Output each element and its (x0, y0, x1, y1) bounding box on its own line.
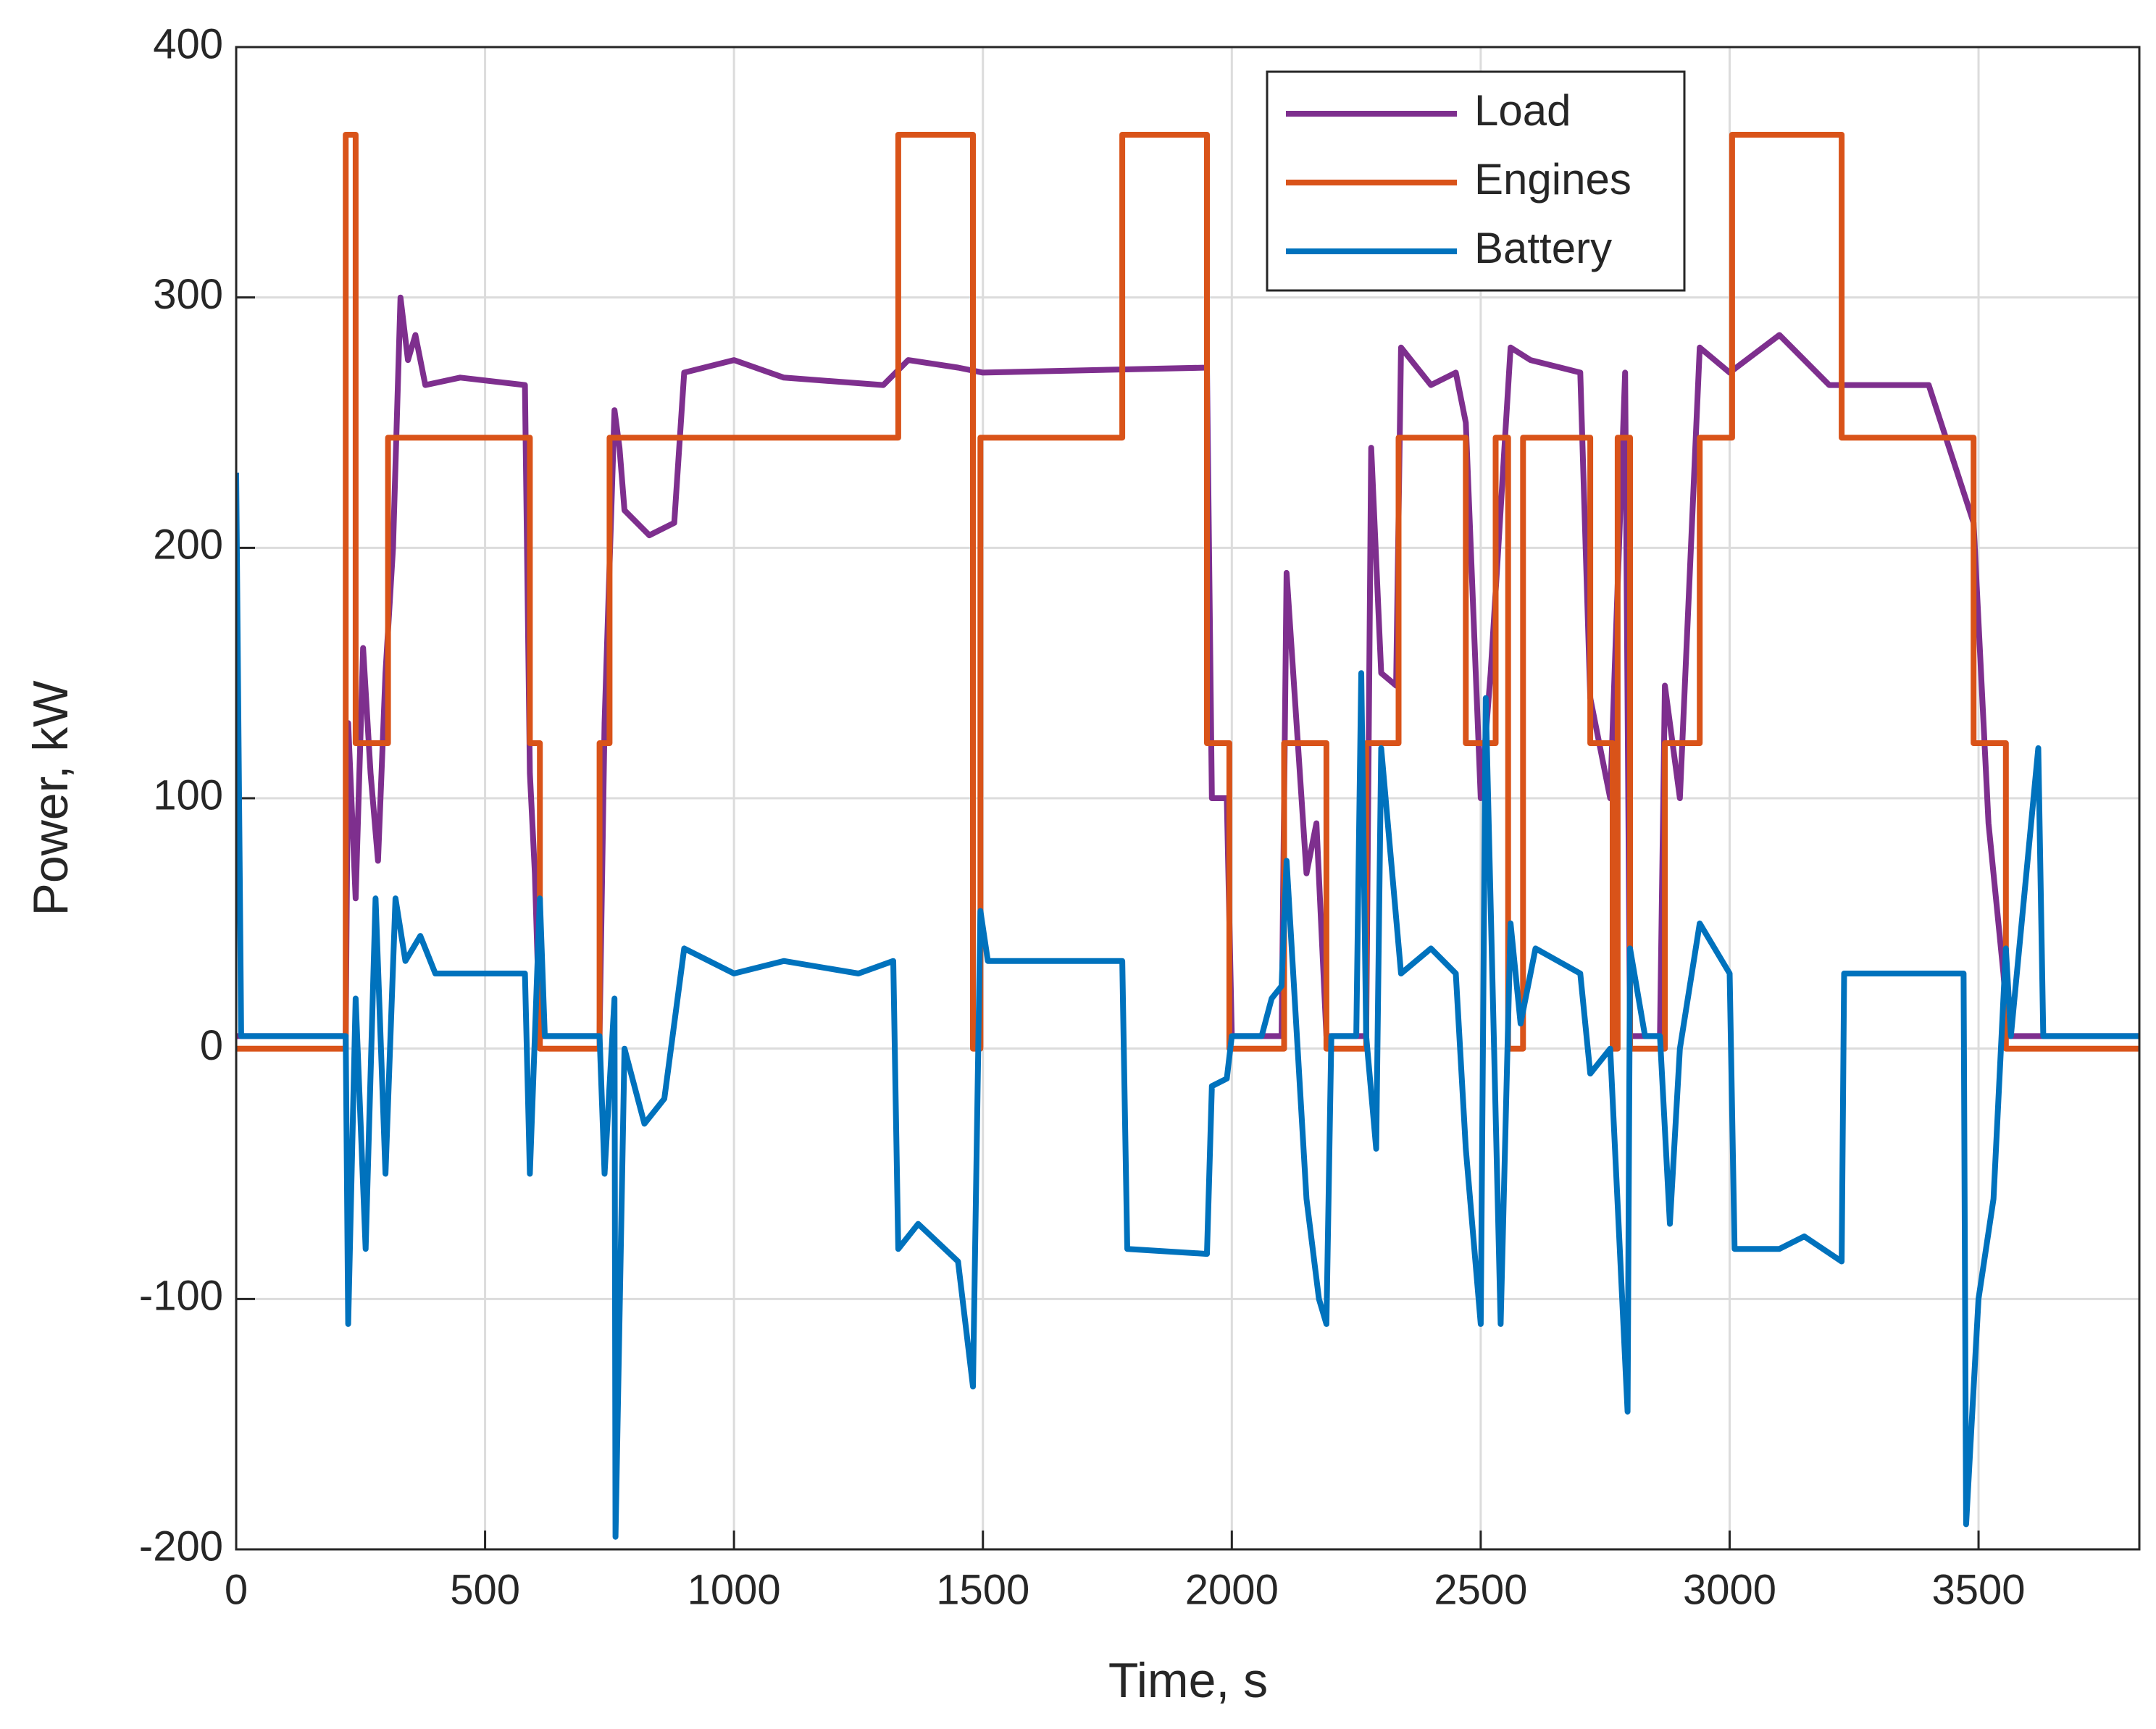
axes-box (235, 46, 2141, 1551)
y-tick-label: 0 (200, 1022, 223, 1069)
legend-label: Load (1474, 86, 1571, 135)
x-tick-label: 500 (450, 1566, 520, 1613)
y-tick-label: 200 (153, 522, 223, 569)
x-tick-label: 0 (225, 1566, 248, 1613)
x-tick-label: 2500 (1434, 1566, 1527, 1613)
legend-label: Battery (1474, 224, 1612, 272)
y-tick-label: -100 (139, 1273, 223, 1320)
series-group (236, 132, 2139, 1540)
legend-label: Engines (1474, 155, 1631, 204)
x-tick-label: 3000 (1683, 1566, 1776, 1613)
y-tick-label: 400 (153, 20, 223, 67)
x-tick-label: 1000 (688, 1566, 781, 1613)
x-tick-label: 3500 (1932, 1566, 2026, 1613)
series-line (236, 472, 2139, 1540)
y-tick-label: 100 (153, 771, 223, 819)
y-tick-label: -200 (139, 1523, 223, 1570)
y-tick-label: 300 (153, 271, 223, 318)
x-tick-label: 1500 (936, 1566, 1029, 1613)
x-axis-label: Time, s (1108, 1653, 1268, 1708)
x-tick-label: 2000 (1185, 1566, 1279, 1613)
y-axis-label: Power, kW (23, 681, 78, 916)
